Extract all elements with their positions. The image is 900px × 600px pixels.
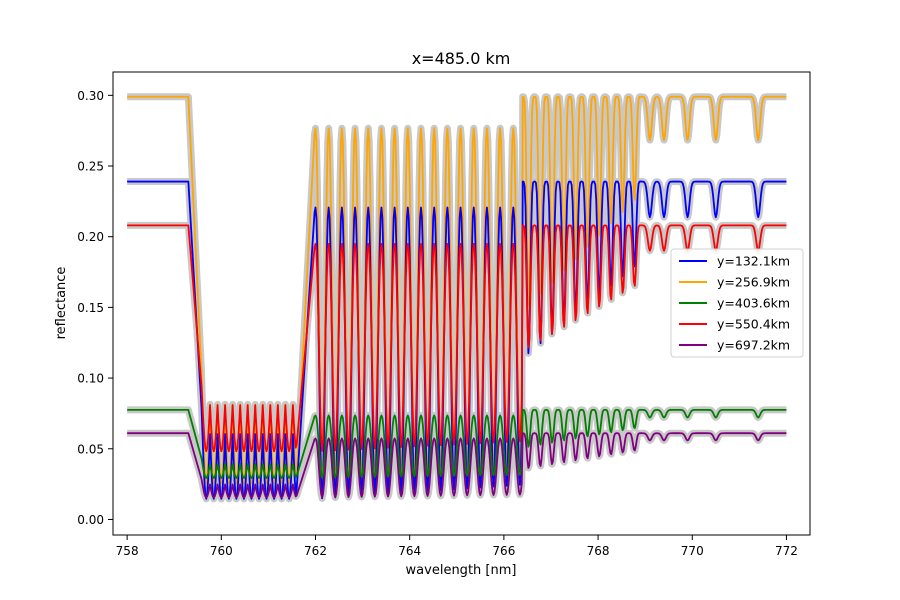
x-axis: 758 760 762 764 766 768 770 772: [116, 535, 798, 558]
y-axis-label: reflectance: [54, 267, 69, 340]
y-tick-label: 0.20: [77, 230, 104, 244]
legend-label: y=132.1km: [717, 254, 790, 269]
y-tick-label: 0.10: [77, 372, 104, 386]
legend-label: y=256.9km: [717, 275, 790, 290]
y-tick-label: 0.25: [77, 160, 104, 174]
series-line: [127, 224, 787, 453]
y-tick-label: 0.00: [77, 513, 104, 527]
legend-label: y=550.4km: [717, 317, 790, 332]
x-tick-label: 762: [304, 544, 327, 558]
legend: y=132.1km y=256.9km y=403.6km y=550.4km y=69…: [670, 248, 804, 358]
series-line: [127, 408, 787, 479]
x-tick-label: 768: [587, 544, 610, 558]
y-tick-label: 0.30: [77, 89, 104, 103]
legend-label: y=697.2km: [717, 338, 790, 353]
x-tick-label: 772: [775, 544, 798, 558]
y-tick-label: 0.05: [77, 442, 104, 456]
y-axis: 0.00 0.05 0.10 0.15 0.20 0.25 0.30: [77, 89, 113, 527]
plot-frame: [112, 71, 811, 536]
legend-label: y=403.6km: [717, 296, 790, 311]
y-tick-label: 0.15: [77, 301, 104, 315]
chart-title: x=485.0 km: [412, 49, 511, 68]
x-tick-label: 770: [681, 544, 704, 558]
x-tick-label: 758: [116, 544, 139, 558]
series-line: [127, 432, 787, 499]
x-tick-label: 760: [210, 544, 233, 558]
x-tick-label: 764: [398, 544, 421, 558]
x-tick-label: 766: [492, 544, 515, 558]
legend-box: [670, 248, 804, 358]
x-axis-label: wavelength [nm]: [406, 563, 517, 578]
series-layer: [124, 93, 790, 503]
